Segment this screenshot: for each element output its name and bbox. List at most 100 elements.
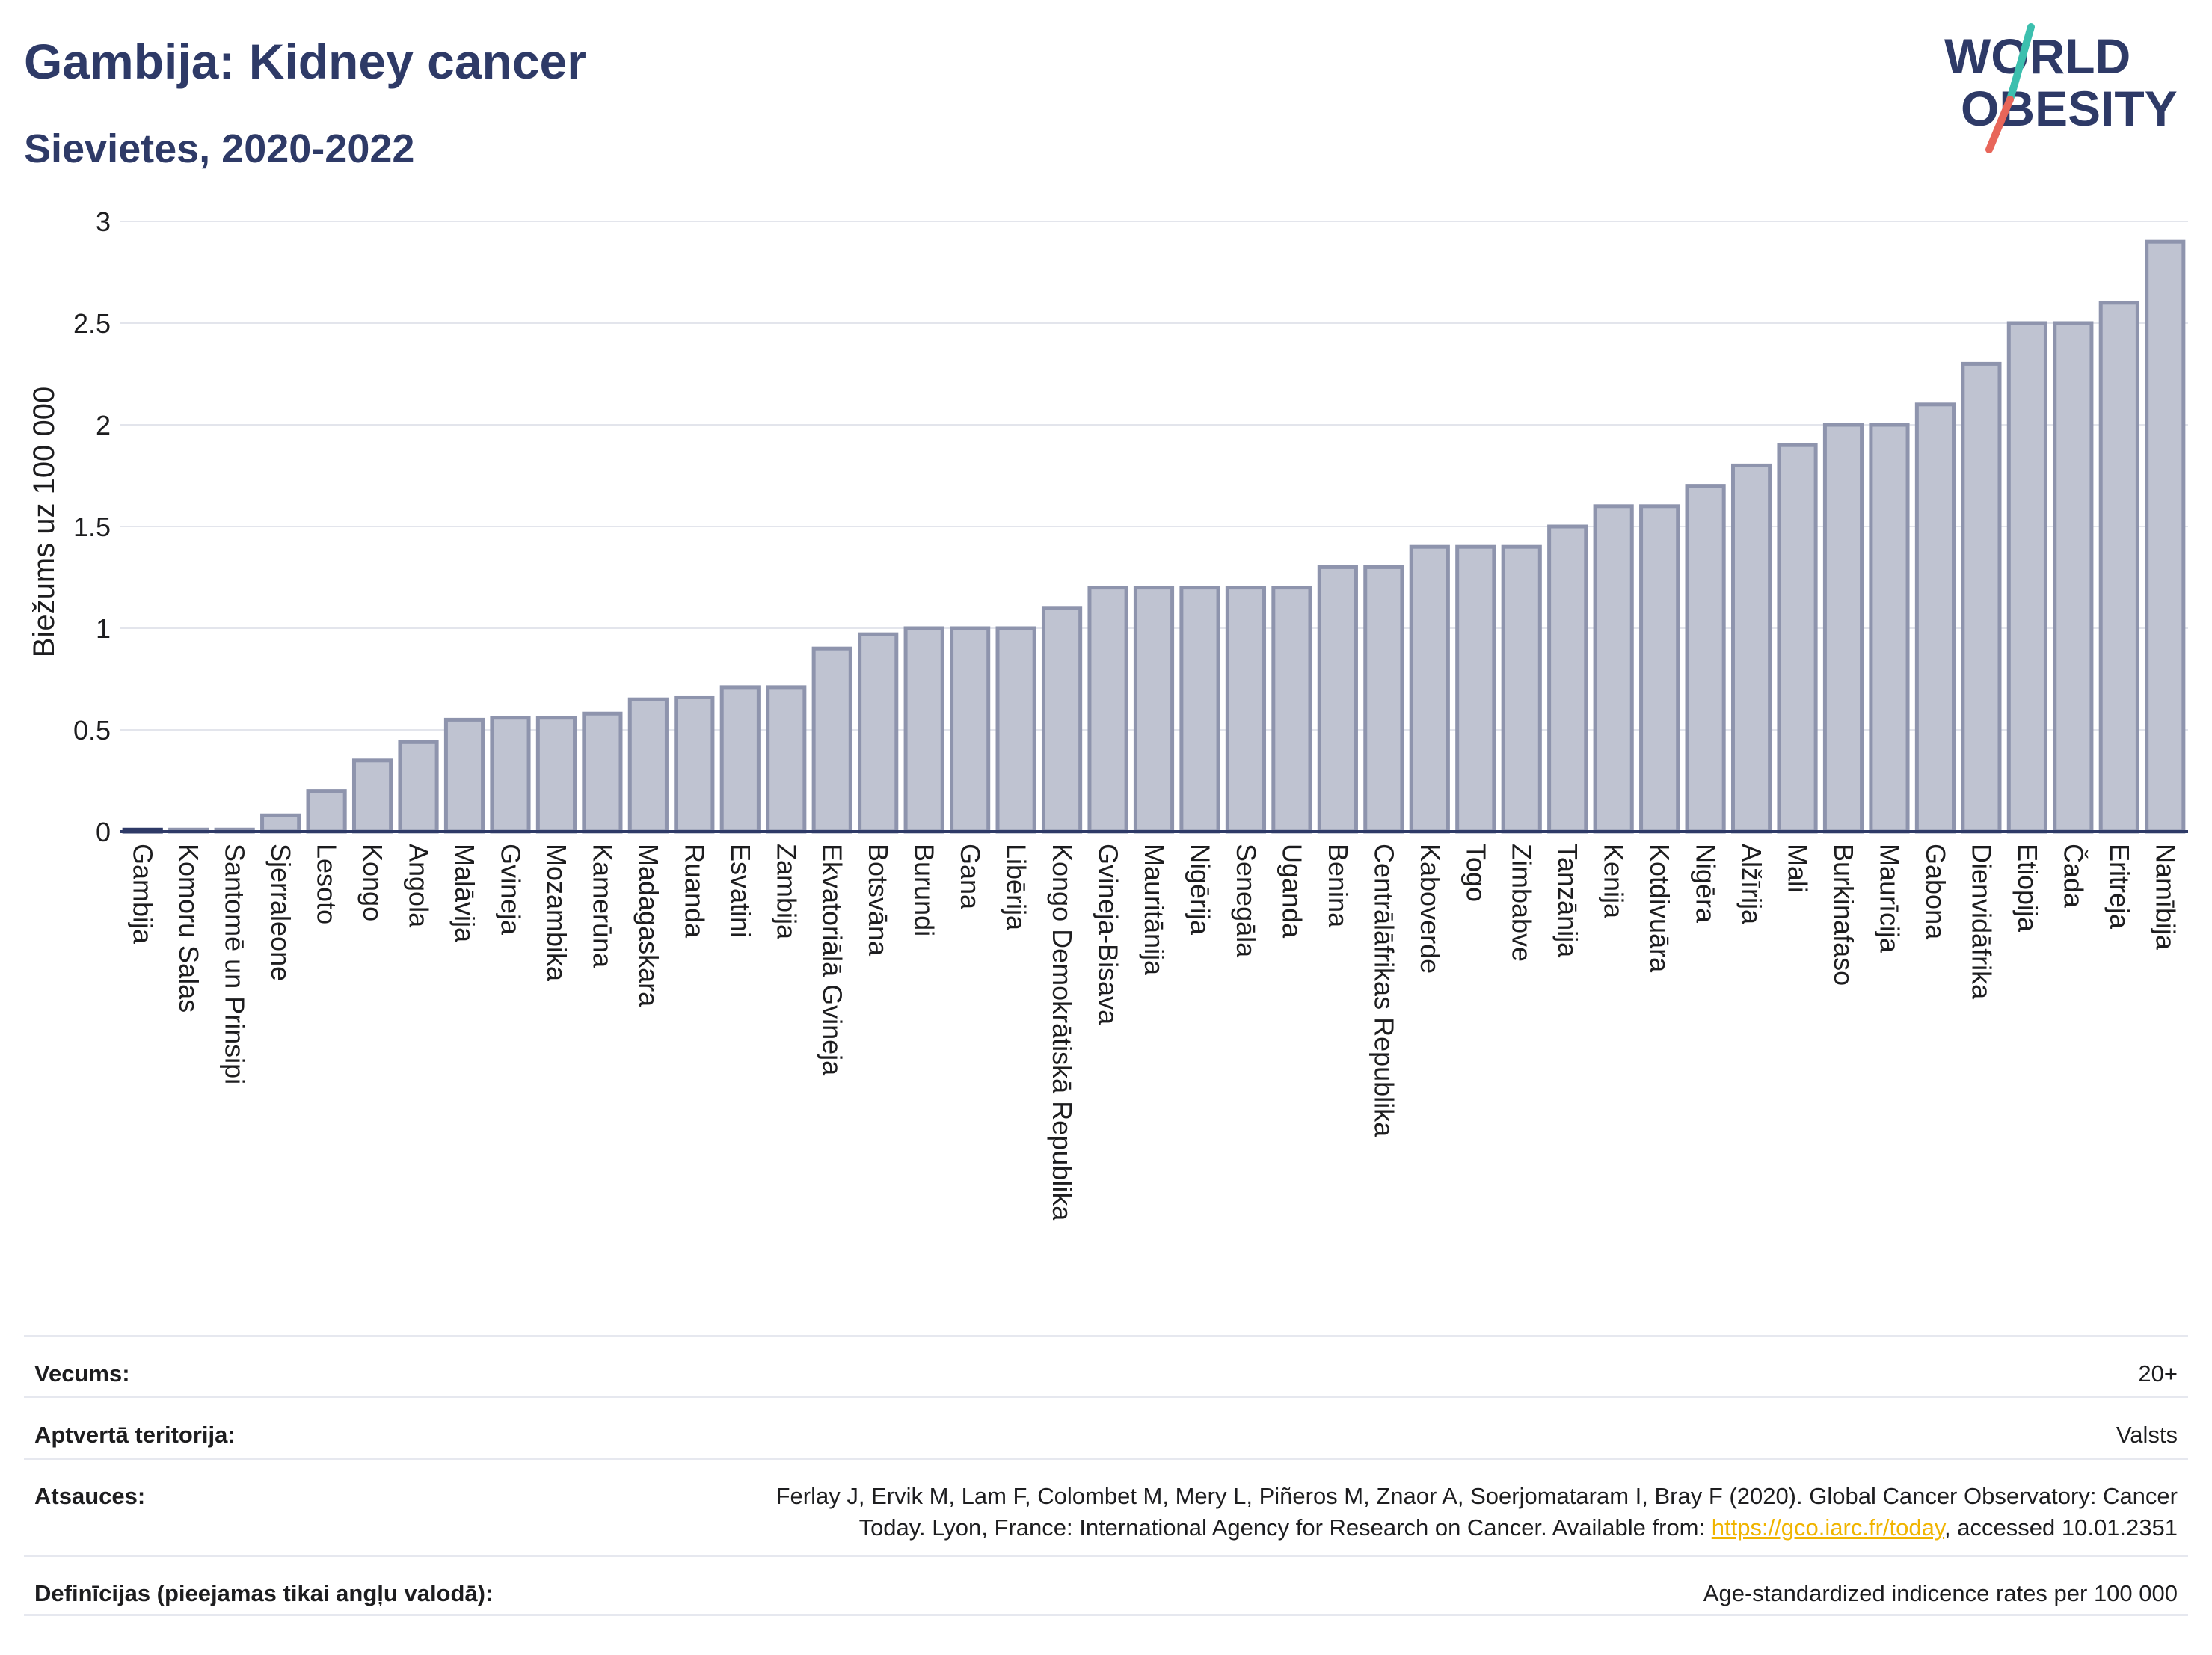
x-tick-label: Etiopija: [2012, 844, 2043, 933]
y-tick-label: 0: [96, 817, 111, 847]
x-tick-label: Kenija: [1599, 844, 1629, 919]
metadata-table: Vecums: 20+ Aptvertā teritorija: Valsts …: [24, 1335, 2188, 1616]
footer-value-age: 20+: [2138, 1360, 2178, 1387]
reference-link[interactable]: https://gco.iarc.fr/today: [1711, 1514, 1945, 1541]
bar-11: [627, 697, 669, 834]
footer-row-age: Vecums: 20+: [24, 1335, 2188, 1396]
x-tick-label: Kamerūna: [587, 844, 618, 968]
x-tick-label: Burundi: [909, 844, 940, 936]
x-tick-label: Zimbabve: [1507, 844, 1537, 962]
x-tick-label: Eritreja: [2104, 844, 2135, 930]
x-tick-label: Angola: [404, 844, 434, 928]
x-tick-label: Mauritānija: [1139, 844, 1170, 976]
x-tick-label: Sjerraleone: [265, 844, 296, 981]
x-tick-label: Kaboverde: [1415, 844, 1446, 974]
x-tick-label: Alžīrija: [1736, 844, 1767, 925]
x-tick-label: Benina: [1323, 844, 1354, 928]
x-tick-label: Libērija: [1001, 844, 1032, 931]
bar-30: [1501, 544, 1542, 834]
x-tick-label: Kongo: [357, 844, 388, 921]
y-tick-label: 2.5: [73, 308, 111, 339]
x-tick-label: Santomē un Prinsipi: [220, 844, 251, 1084]
x-tick-label: Centrālāfrikas Republika: [1368, 844, 1399, 1137]
bar-20: [1041, 606, 1083, 834]
y-tick-label: 3: [96, 206, 111, 237]
bar-4: [306, 789, 347, 834]
bar-21: [1087, 586, 1128, 834]
axis-layer: 0 0.5 1 1.5 2 2.5 3: [73, 206, 2188, 847]
x-tick-label: Esvatini: [725, 844, 756, 938]
x-tick-label: Komoru Salas: [173, 844, 204, 1013]
bar-35: [1730, 463, 1772, 834]
footer-key-references: Atsauces:: [34, 1483, 146, 1509]
bar-37: [1822, 423, 1864, 834]
x-tick-label: Ekvatoriālā Gvineja: [817, 844, 848, 1076]
bar-24: [1225, 586, 1267, 834]
x-tick-label: Zambija: [771, 844, 802, 940]
bar-7: [443, 717, 485, 834]
bar-25: [1271, 586, 1312, 834]
bar-3: [260, 813, 301, 834]
x-tick-label: Gvineja: [495, 844, 526, 936]
x-tick-label: Burkinafaso: [1828, 844, 1859, 986]
bar-17: [903, 626, 944, 834]
bar-31: [1547, 524, 1588, 834]
x-tick-label: Kongo Demokrātiskā Republika: [1047, 844, 1078, 1221]
bar-14: [766, 685, 807, 834]
x-tick-label: Gabona: [1920, 844, 1951, 940]
y-tick-label: 2: [96, 410, 111, 440]
y-tick-label: 1.5: [73, 512, 111, 542]
bar-layer: [122, 239, 2186, 834]
reference-line-2-pre: Today. Lyon, France: International Agenc…: [858, 1514, 1712, 1541]
bar-29: [1455, 544, 1496, 834]
x-tick-label: Togo: [1460, 844, 1491, 902]
bar-8: [490, 716, 531, 834]
bar-9: [535, 716, 577, 834]
x-tick-label: Kotdivuāra: [1644, 844, 1675, 973]
x-tick-label: Gvineja-Bisava: [1093, 844, 1124, 1025]
footer-row-references: Atsauces: Ferlay J, Ervik M, Lam F, Colo…: [24, 1458, 2188, 1555]
logo-line-world: WORLD: [1944, 28, 2130, 84]
bar-15: [811, 646, 852, 834]
world-obesity-logo: WORLD OBESITY: [1944, 23, 2178, 153]
y-tick-label: 1: [96, 613, 111, 644]
bar-chart: 0 0.5 1 1.5 2 2.5 3 Gambija Komoru Salas Santomē…: [28, 206, 2188, 1221]
footer-key-territory: Aptvertā teritorija:: [34, 1422, 236, 1448]
x-tick-label: Ruanda: [679, 844, 710, 939]
x-tick-label: Botsvāna: [863, 844, 894, 957]
logo-slash-red: [1985, 96, 2014, 153]
bar-44: [2145, 239, 2186, 834]
footer-row-definitions: Definīcijas (pieejamas tikai angļu valod…: [24, 1555, 2188, 1616]
bar-38: [1869, 423, 1910, 834]
bar-16: [858, 632, 899, 834]
y-tick-label: 0.5: [73, 715, 111, 746]
footer-value-references: Ferlay J, Ervik M, Lam F, Colombet M, Me…: [776, 1481, 2178, 1544]
bar-41: [2006, 321, 2047, 834]
x-tick-label: Uganda: [1276, 844, 1307, 939]
bar-5: [351, 758, 393, 834]
bar-27: [1363, 565, 1404, 834]
bar-28: [1409, 544, 1450, 834]
x-tick-label: Gambija: [128, 844, 159, 945]
bar-6: [398, 740, 439, 834]
bar-19: [995, 626, 1036, 834]
y-axis-label: Biežums uz 100 000: [28, 387, 61, 657]
bar-12: [674, 695, 715, 834]
x-tick-label: Gana: [955, 844, 986, 910]
bar-39: [1914, 402, 1956, 834]
x-tick-label: Madagaskara: [633, 844, 664, 1007]
x-tick-label: Čada: [2058, 844, 2089, 909]
label-layer: Gambija Komoru Salas Santomē un Prinsipi Sj…: [128, 844, 2181, 1221]
bar-32: [1593, 504, 1634, 834]
page-subtitle: Sievietes, 2020-2022: [24, 126, 415, 171]
bar-26: [1317, 565, 1358, 834]
x-tick-label: Maurīcija: [1874, 844, 1905, 954]
bar-36: [1777, 443, 1818, 834]
x-tick-label: Dienvidāfrika: [1966, 844, 1997, 1000]
bar-22: [1133, 586, 1175, 834]
bar-42: [2053, 321, 2094, 834]
reference-line-2-post: , accessed 10.01.2351: [1944, 1514, 2178, 1541]
x-tick-label: Mali: [1783, 844, 1813, 893]
x-tick-label: Senegāla: [1231, 844, 1262, 958]
x-tick-label: Tanzānija: [1552, 844, 1583, 958]
